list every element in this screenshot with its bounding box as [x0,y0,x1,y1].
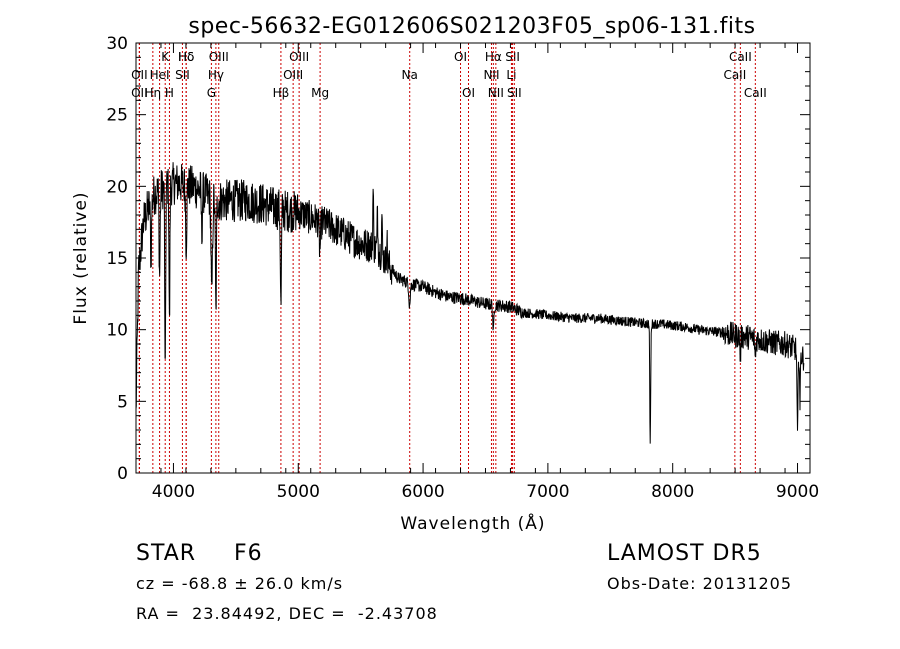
y-tick-label: 5 [117,392,128,412]
spectrum-line [135,162,805,444]
line-marker-label: CaII [729,50,752,64]
line-marker-label: SII [175,68,190,82]
y-tick-label: 20 [106,177,128,197]
line-marker-label: Hδ [178,50,194,64]
axes: 4000 5000 6000 7000 8000 9000 0 5 10 15 20 25 30 [106,34,819,502]
x-tick-label: 7000 [526,482,569,502]
x-tick-label: 4000 [152,482,195,502]
line-marker-label: Hα [485,50,502,64]
line-marker-label: Mg [311,86,329,100]
line-marker-label: CaII [723,68,746,82]
coordinates: RA = 23.84492, DEC = -2.43708 [136,604,438,623]
spectrum-series [135,162,805,444]
line-marker-label: OIII [209,50,229,64]
x-tick-label: 8000 [651,482,694,502]
y-tick-label: 10 [106,321,128,341]
line-marker-label: OI [454,50,467,64]
redshift-velocity: cz = -68.8 ± 26.0 km/s [136,574,344,593]
line-marker-label: Na [402,68,418,82]
line-marker-label: CaII [744,86,767,100]
chart-title: spec-56632-EG012606S021203F05_sp06-131.f… [188,14,755,39]
y-tick-label: 25 [106,106,128,126]
y-tick-label: 0 [117,464,128,484]
plot-frame [135,42,811,474]
line-marker-label: Hβ [273,86,290,100]
line-marker-label: Hγ [208,68,224,82]
line-marker-label: OIII [289,50,309,64]
line-marker-label: NII [483,68,499,82]
observation-date: Obs-Date: 20131205 [607,574,793,593]
line-marker-label: H [165,86,174,100]
line-marker-label: G [207,86,216,100]
line-marker-label: OIII [283,68,303,82]
line-marker-label: NII [488,86,504,100]
y-tick-label: 30 [106,34,128,54]
line-marker-label: OI [462,86,475,100]
x-tick-label: 5000 [277,482,320,502]
line-marker-label: SII [507,86,522,100]
object-subclass: F6 [234,541,263,566]
object-class: STAR [136,541,197,566]
x-tick-label: 6000 [401,482,444,502]
line-marker-label: OII [131,86,148,100]
line-marker-label: Hη [145,86,162,100]
y-tick-label: 15 [106,249,128,269]
y-axis-label: Flux (relative) [71,191,91,324]
x-tick-label: 9000 [776,482,819,502]
x-axis-label: Wavelength (Å) [400,512,545,534]
line-marker-label: SII [505,50,520,64]
survey-name: LAMOST DR5 [607,541,762,566]
line-marker-label: K [161,50,170,64]
line-marker-label: Li [506,68,516,82]
line-marker-label: HeI [150,68,170,82]
